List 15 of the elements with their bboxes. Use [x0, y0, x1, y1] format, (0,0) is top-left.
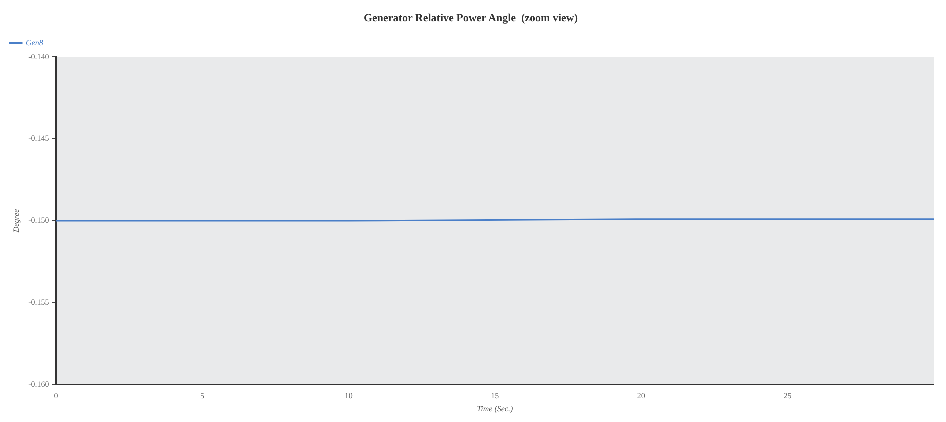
x-tick-label: 5 — [200, 392, 205, 401]
y-tick-label: -0.160 — [28, 380, 50, 389]
y-tick-label: -0.150 — [28, 216, 50, 226]
legend-label: Gen8 — [26, 38, 44, 48]
y-tick-label: -0.145 — [28, 134, 50, 144]
x-tick-label: 15 — [491, 392, 500, 401]
y-tick-label: -0.140 — [28, 52, 50, 62]
y-tick-label: -0.155 — [28, 298, 50, 307]
chart-title: Generator Relative Power Angle (zoom view) — [364, 12, 578, 24]
x-tick-label: 20 — [637, 392, 646, 401]
x-tick-label: 10 — [344, 392, 353, 401]
x-axis-title: Time (Sec.) — [477, 404, 514, 414]
x-tick-label: 0 — [54, 392, 58, 401]
y-axis-title: Degree — [12, 208, 21, 234]
x-tick-label: 25 — [784, 392, 792, 401]
